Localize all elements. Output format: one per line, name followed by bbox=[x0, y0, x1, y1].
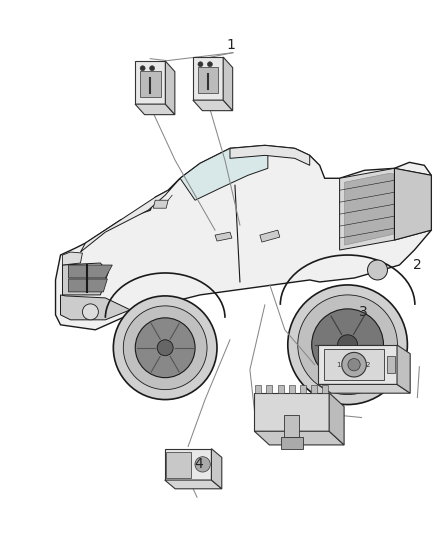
Polygon shape bbox=[165, 449, 212, 480]
Polygon shape bbox=[166, 452, 191, 478]
Polygon shape bbox=[135, 104, 175, 115]
Circle shape bbox=[140, 66, 145, 71]
Polygon shape bbox=[165, 480, 222, 489]
Polygon shape bbox=[212, 449, 222, 489]
Polygon shape bbox=[215, 232, 232, 241]
Polygon shape bbox=[281, 437, 303, 449]
Polygon shape bbox=[395, 168, 431, 240]
Polygon shape bbox=[56, 146, 431, 330]
Text: 2: 2 bbox=[366, 362, 370, 368]
Text: 4: 4 bbox=[194, 457, 203, 471]
Polygon shape bbox=[397, 345, 410, 393]
Polygon shape bbox=[345, 173, 427, 245]
Polygon shape bbox=[180, 148, 268, 200]
Circle shape bbox=[208, 62, 212, 67]
Polygon shape bbox=[254, 431, 344, 445]
Polygon shape bbox=[289, 385, 295, 393]
Circle shape bbox=[150, 66, 155, 71]
Polygon shape bbox=[153, 200, 168, 208]
Circle shape bbox=[288, 285, 407, 405]
Polygon shape bbox=[60, 295, 130, 320]
Polygon shape bbox=[230, 146, 310, 165]
Circle shape bbox=[198, 62, 203, 67]
Polygon shape bbox=[266, 385, 272, 393]
Text: 1: 1 bbox=[227, 38, 236, 52]
Circle shape bbox=[135, 318, 195, 378]
Circle shape bbox=[157, 340, 173, 356]
Polygon shape bbox=[193, 100, 233, 111]
Polygon shape bbox=[260, 230, 280, 242]
Polygon shape bbox=[63, 263, 108, 295]
Circle shape bbox=[348, 359, 360, 371]
Polygon shape bbox=[198, 67, 219, 93]
Polygon shape bbox=[318, 345, 397, 384]
Polygon shape bbox=[329, 393, 344, 445]
Circle shape bbox=[298, 295, 397, 394]
Circle shape bbox=[312, 309, 384, 381]
Polygon shape bbox=[318, 384, 410, 393]
Polygon shape bbox=[140, 71, 161, 97]
Circle shape bbox=[113, 296, 217, 400]
Text: 1: 1 bbox=[336, 362, 340, 368]
Polygon shape bbox=[278, 385, 283, 393]
Circle shape bbox=[82, 304, 99, 320]
Polygon shape bbox=[386, 356, 395, 374]
Polygon shape bbox=[255, 385, 261, 393]
Polygon shape bbox=[322, 385, 328, 393]
Polygon shape bbox=[324, 349, 384, 380]
Polygon shape bbox=[63, 252, 82, 265]
Polygon shape bbox=[135, 61, 166, 104]
Polygon shape bbox=[193, 57, 223, 100]
Polygon shape bbox=[254, 393, 329, 431]
Circle shape bbox=[338, 335, 357, 355]
Polygon shape bbox=[284, 415, 299, 437]
Polygon shape bbox=[166, 61, 175, 115]
Polygon shape bbox=[300, 385, 306, 393]
Circle shape bbox=[195, 457, 210, 472]
Polygon shape bbox=[68, 265, 112, 278]
Text: 2: 2 bbox=[413, 258, 422, 272]
Polygon shape bbox=[81, 178, 180, 252]
Polygon shape bbox=[311, 385, 317, 393]
Polygon shape bbox=[68, 279, 107, 292]
Polygon shape bbox=[339, 168, 431, 250]
Polygon shape bbox=[223, 57, 233, 111]
Text: 3: 3 bbox=[359, 305, 367, 319]
Circle shape bbox=[124, 306, 207, 390]
Circle shape bbox=[367, 260, 388, 280]
Circle shape bbox=[342, 352, 366, 377]
